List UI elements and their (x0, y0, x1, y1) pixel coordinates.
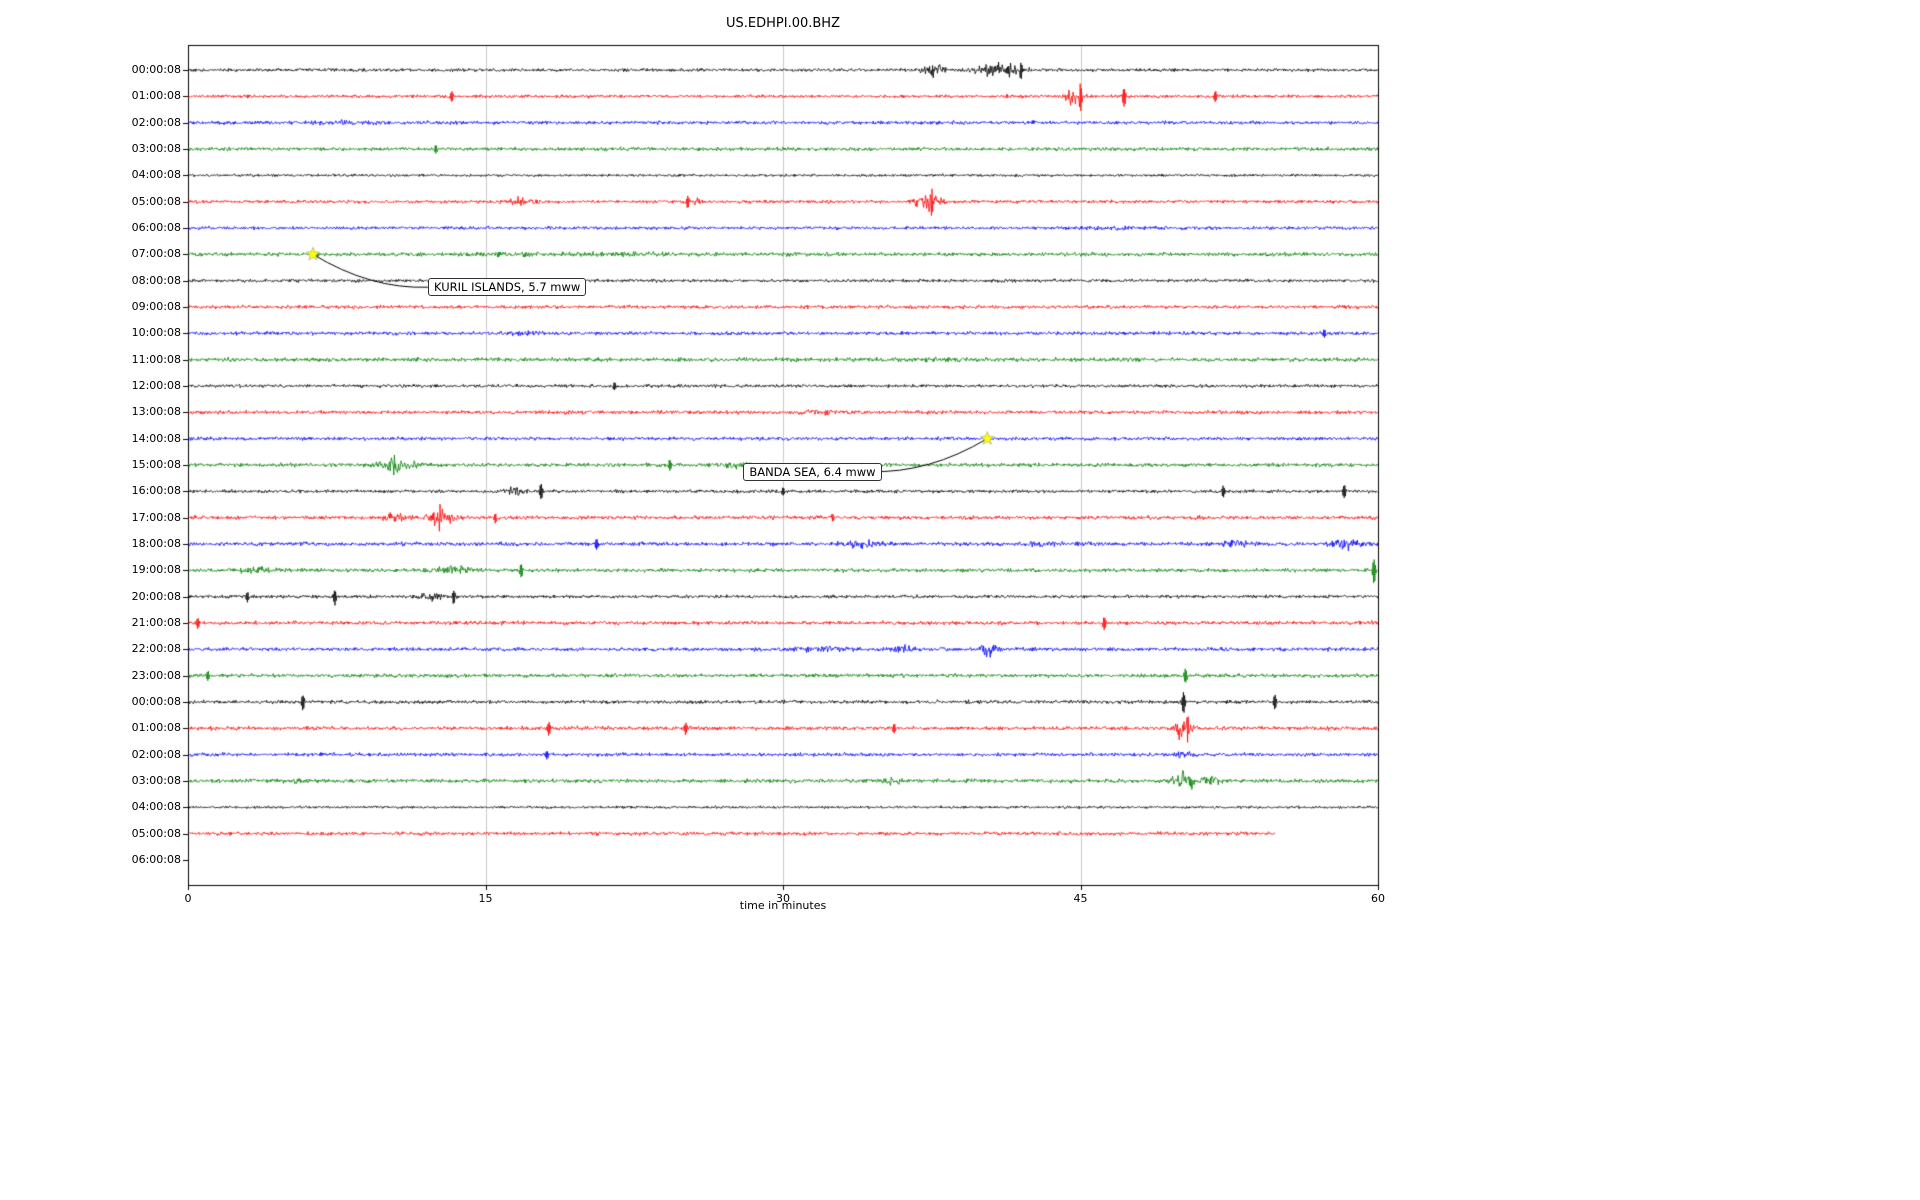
row-label: 17:00:08 (131, 510, 181, 524)
row-label: 06:00:08 (131, 852, 181, 866)
row-label: 04:00:08 (131, 168, 181, 182)
row-label: 18:00:08 (131, 536, 181, 550)
row-label: 11:00:08 (131, 352, 181, 366)
row-label: 14:00:08 (131, 431, 181, 445)
x-tick-label: 0 (184, 892, 192, 905)
row-label: 19:00:08 (131, 563, 181, 577)
x-axis-title: time in minutes (739, 899, 827, 912)
row-label: 23:00:08 (131, 668, 181, 682)
row-label: 09:00:08 (131, 299, 181, 313)
row-label: 00:00:08 (131, 694, 181, 708)
row-label: 16:00:08 (131, 484, 181, 498)
row-label: 03:00:08 (131, 141, 181, 155)
row-label: 07:00:08 (131, 247, 181, 261)
row-label: 05:00:08 (131, 194, 181, 208)
event-annotation: KURIL ISLANDS, 5.7 mww (427, 278, 587, 297)
x-tick-label: 30 (776, 892, 790, 905)
row-label: 01:00:08 (131, 721, 181, 735)
x-tick-label: 15 (478, 892, 493, 905)
row-label: 03:00:08 (131, 773, 181, 787)
row-label: 00:00:08 (131, 63, 181, 76)
row-label: 13:00:08 (131, 405, 181, 419)
row-label: 02:00:08 (131, 747, 181, 761)
row-label: 02:00:08 (131, 115, 181, 129)
row-label: 01:00:08 (131, 89, 181, 103)
row-label: 12:00:08 (131, 378, 181, 392)
row-label: 04:00:08 (131, 800, 181, 814)
row-label: 06:00:08 (131, 220, 181, 234)
row-label: 21:00:08 (131, 615, 181, 629)
chart-title: US.EDHPI.00.BHZ (726, 16, 840, 31)
row-label: 22:00:08 (131, 642, 181, 656)
x-tick-label: 45 (1073, 892, 1088, 905)
event-annotation: BANDA SEA, 6.4 mww (743, 462, 882, 481)
row-label: 20:00:08 (131, 589, 181, 603)
row-label: 05:00:08 (131, 826, 181, 840)
row-label: 10:00:08 (131, 326, 181, 340)
row-label: 15:00:08 (131, 457, 181, 471)
x-tick-label: 60 (1371, 892, 1385, 905)
row-label: 08:00:08 (131, 273, 181, 287)
